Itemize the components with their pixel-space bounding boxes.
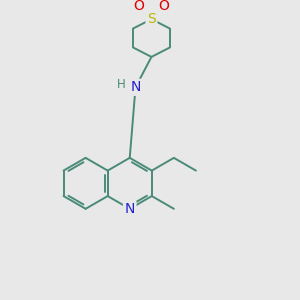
Text: H: H (117, 79, 125, 92)
Text: N: N (130, 80, 141, 94)
Text: O: O (158, 0, 169, 13)
Text: O: O (134, 0, 145, 13)
Text: N: N (124, 202, 135, 216)
Text: S: S (147, 12, 156, 26)
